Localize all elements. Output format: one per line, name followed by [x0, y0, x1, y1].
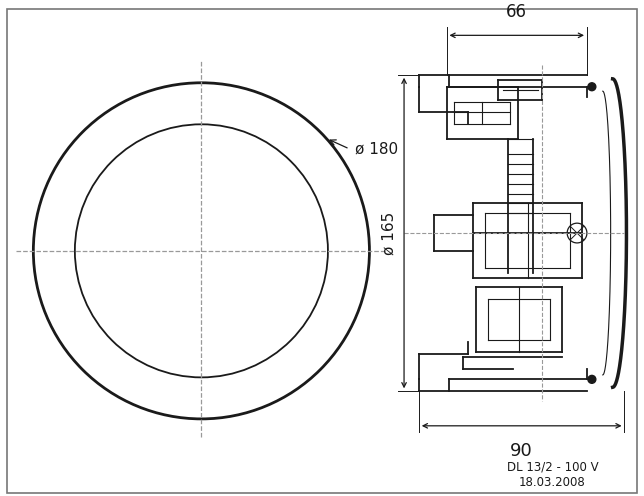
Text: 18.03.2008: 18.03.2008: [519, 476, 585, 489]
Text: ø 165: ø 165: [381, 211, 396, 254]
Text: 66: 66: [506, 3, 527, 21]
Text: 90: 90: [510, 441, 533, 460]
Text: ø 180: ø 180: [355, 141, 398, 157]
Circle shape: [588, 375, 596, 383]
Circle shape: [588, 83, 596, 91]
Text: DL 13/2 - 100 V: DL 13/2 - 100 V: [507, 460, 598, 473]
